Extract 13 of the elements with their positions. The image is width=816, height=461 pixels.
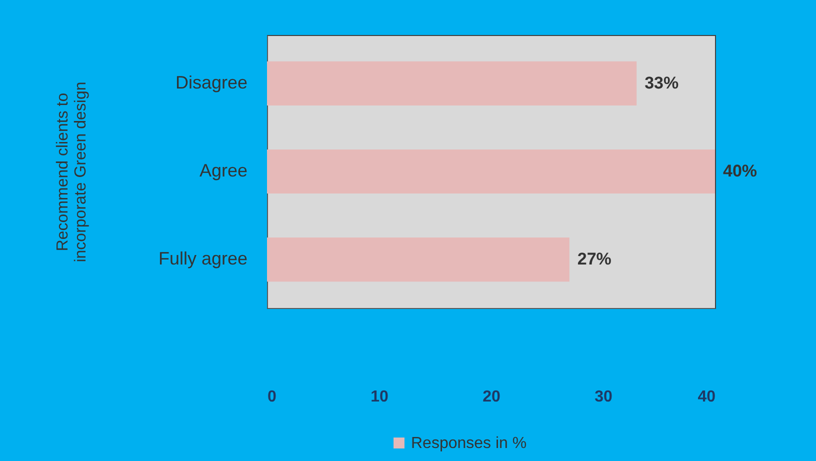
data-label: 40% bbox=[723, 162, 758, 180]
data-label: 33% bbox=[644, 73, 679, 92]
y-tick-label: Agree bbox=[199, 160, 248, 180]
legend-label: Responses in % bbox=[411, 435, 527, 452]
x-tick-label: 30 bbox=[594, 388, 612, 406]
x-tick-label: 0 bbox=[268, 388, 276, 406]
x-tick-label: 40 bbox=[698, 388, 716, 406]
y-tick-label: Disagree bbox=[175, 72, 248, 92]
y-tick-label: Fully agree bbox=[158, 248, 248, 269]
data-label: 27% bbox=[577, 250, 612, 269]
y-axis-title: Recommend clients to incorporate Green design bbox=[54, 82, 90, 262]
x-tick-label: 20 bbox=[482, 388, 500, 406]
x-tick-label: 10 bbox=[370, 388, 388, 406]
